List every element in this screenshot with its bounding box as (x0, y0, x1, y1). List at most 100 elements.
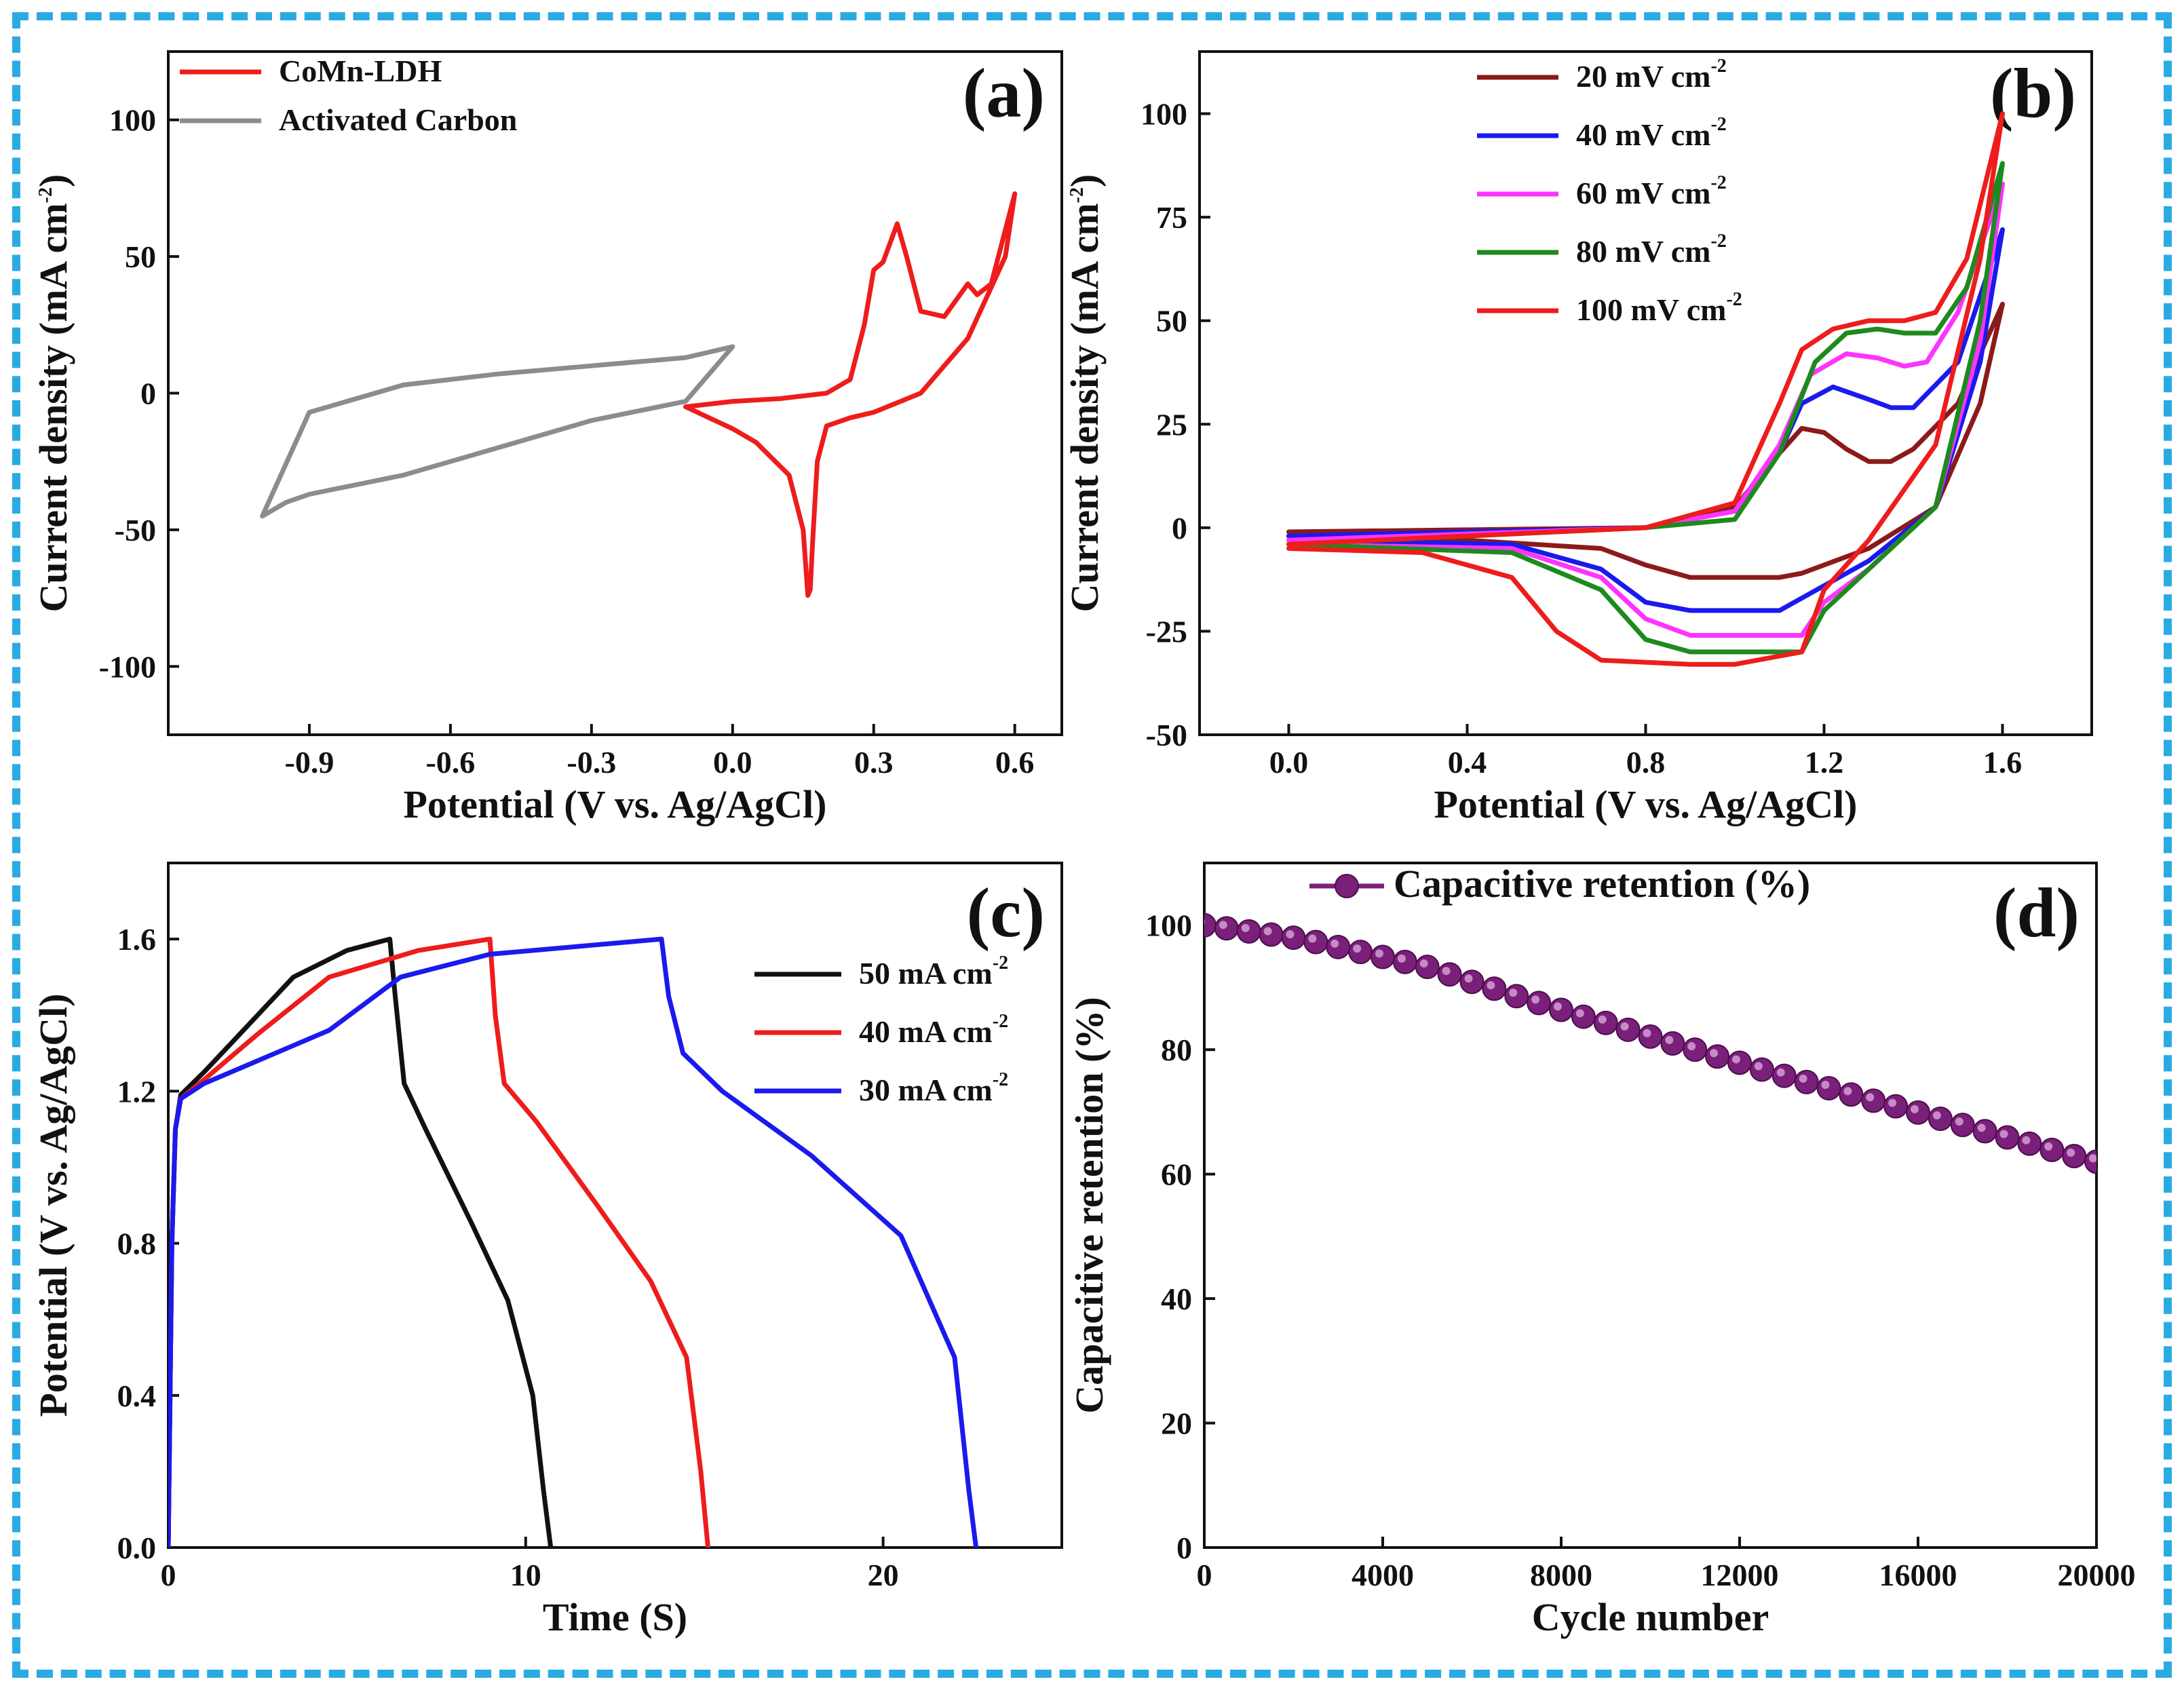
series-line (1286, 161, 2005, 655)
data-point-highlight (1932, 1111, 1941, 1119)
data-point-highlight (1776, 1068, 1785, 1077)
x-axis-title: Cycle number (1532, 1595, 1769, 1639)
panel-label: (d) (1993, 874, 2080, 952)
y-axis-title: Current density (mA cm-2) (1062, 174, 1107, 613)
data-point (1236, 919, 1261, 944)
data-point-highlight (1308, 934, 1317, 943)
panel-label: (c) (967, 874, 1045, 952)
x-tick-label: 0.4 (1448, 745, 1487, 780)
data-point (1660, 1031, 1685, 1056)
y-tick-label: 80 (1161, 1033, 1192, 1067)
y-tick-label: 25 (1156, 407, 1187, 442)
data-point (1705, 1044, 1730, 1069)
x-tick-label: 0.8 (1626, 745, 1666, 780)
y-tick-label: 75 (1156, 200, 1187, 235)
y-tick-label: 1.6 (117, 922, 157, 957)
data-point (1571, 1004, 1596, 1029)
data-point (1214, 916, 1239, 941)
legend-label: Capacitive retention (%) (1394, 862, 1810, 906)
data-point-highlight (1732, 1055, 1740, 1064)
legend: 20 mV cm-2 40 mV cm-2 60 mV cm-2 80 mV cm-2… (1477, 56, 1742, 327)
data-point (1749, 1057, 1774, 1082)
legend-label: 80 mV cm-2 (1576, 231, 1727, 269)
data-point (1281, 925, 1306, 950)
data-point (1883, 1094, 1909, 1119)
x-tick-label: 0.0 (713, 745, 752, 780)
data-point (2062, 1144, 2087, 1169)
chart-panel-b: 0.0 0.4 0.8 1.2 1.6 -50 -25 0 25 50 75 100 Potential… (1062, 50, 2093, 826)
data-point-highlight (1665, 1036, 1674, 1045)
y-tick-label: 0.4 (117, 1379, 157, 1413)
data-point-highlight (2022, 1136, 2031, 1145)
x-tick-label: 4000 (1352, 1558, 1414, 1592)
data-point-highlight (1843, 1087, 1852, 1096)
plot-frame (167, 50, 1063, 736)
x-tick-label: 20000 (2058, 1558, 2136, 1592)
data-point-highlight (1866, 1093, 1875, 1102)
legend-label: Activated Carbon (279, 102, 517, 137)
x-tick-label: 16000 (1879, 1558, 1957, 1592)
series-markers (1204, 913, 2096, 1174)
y-tick-label: 50 (125, 239, 156, 274)
data-point-highlight (1888, 1098, 1897, 1107)
data-point (1615, 1017, 1641, 1042)
plot-frame (1203, 862, 2098, 1549)
data-point-highlight (2044, 1142, 2053, 1151)
x-tick-label: 0 (1197, 1558, 1212, 1592)
chart-panel-a: -0.9 -0.6 -0.3 0.0 0.3 0.6 -100 -50 0 50 100 Potent… (31, 50, 1063, 826)
panel-label: (a) (963, 54, 1045, 132)
data-point-highlight (1620, 1022, 1629, 1031)
data-point (1839, 1082, 1864, 1107)
data-point (1972, 1119, 1997, 1144)
data-point-highlight (1487, 981, 1495, 990)
y-tick-label: -25 (1146, 614, 1187, 649)
data-point-highlight (1241, 923, 1250, 932)
legend-label: 30 mA cm-2 (859, 1069, 1008, 1107)
data-point (1727, 1050, 1752, 1075)
data-point (1415, 955, 1440, 980)
x-tick-label: 0.3 (854, 745, 894, 780)
x-tick-label: 0.0 (1269, 745, 1309, 780)
data-point-highlight (1397, 954, 1406, 963)
y-axis-title: Current density (mA cm-2) (31, 174, 75, 613)
data-point-highlight (1353, 944, 1362, 953)
y-tick-label: 0.0 (117, 1531, 157, 1565)
data-point-highlight (1575, 1009, 1584, 1018)
legend-marker (1335, 874, 1359, 898)
data-point (1906, 1100, 1930, 1125)
x-tick-label: 0.6 (995, 745, 1035, 780)
x-tick-label: 10 (510, 1558, 541, 1592)
data-point-highlight (1955, 1117, 1963, 1126)
x-tick-label: 1.2 (1805, 745, 1844, 780)
series-line (683, 191, 1018, 598)
x-tick-label: 1.6 (1983, 745, 2023, 780)
data-point-highlight (1687, 1042, 1696, 1051)
x-tick-label: -0.6 (425, 745, 475, 780)
data-point-highlight (1464, 974, 1473, 983)
data-point-highlight (1799, 1074, 1807, 1083)
data-point-highlight (1598, 1015, 1607, 1024)
data-point (1392, 949, 1417, 974)
legend-label: 60 mV cm-2 (1576, 172, 1727, 210)
data-point (1204, 913, 1216, 938)
y-tick-label: -50 (115, 513, 156, 548)
data-point (1459, 969, 1484, 995)
data-point (1371, 944, 1395, 969)
data-point-highlight (2067, 1149, 2075, 1157)
x-axis-title: Time (S) (543, 1595, 687, 1639)
y-tick-label: 60 (1161, 1157, 1192, 1192)
legend-label: 100 mV cm-2 (1576, 289, 1742, 327)
x-tick-label: 8000 (1530, 1558, 1592, 1592)
y-axis-title: Capacitive retention (%) (1067, 997, 1111, 1413)
data-point-highlight (1286, 930, 1295, 939)
data-point-highlight (2089, 1154, 2096, 1163)
data-point (1326, 934, 1351, 959)
data-point-highlight (1911, 1105, 1919, 1113)
x-tick-label: 0 (161, 1558, 176, 1592)
data-point (1303, 929, 1328, 955)
data-point (1549, 997, 1573, 1022)
data-point-highlight (1219, 921, 1227, 929)
data-point (1861, 1088, 1886, 1113)
data-point (1482, 976, 1507, 1001)
